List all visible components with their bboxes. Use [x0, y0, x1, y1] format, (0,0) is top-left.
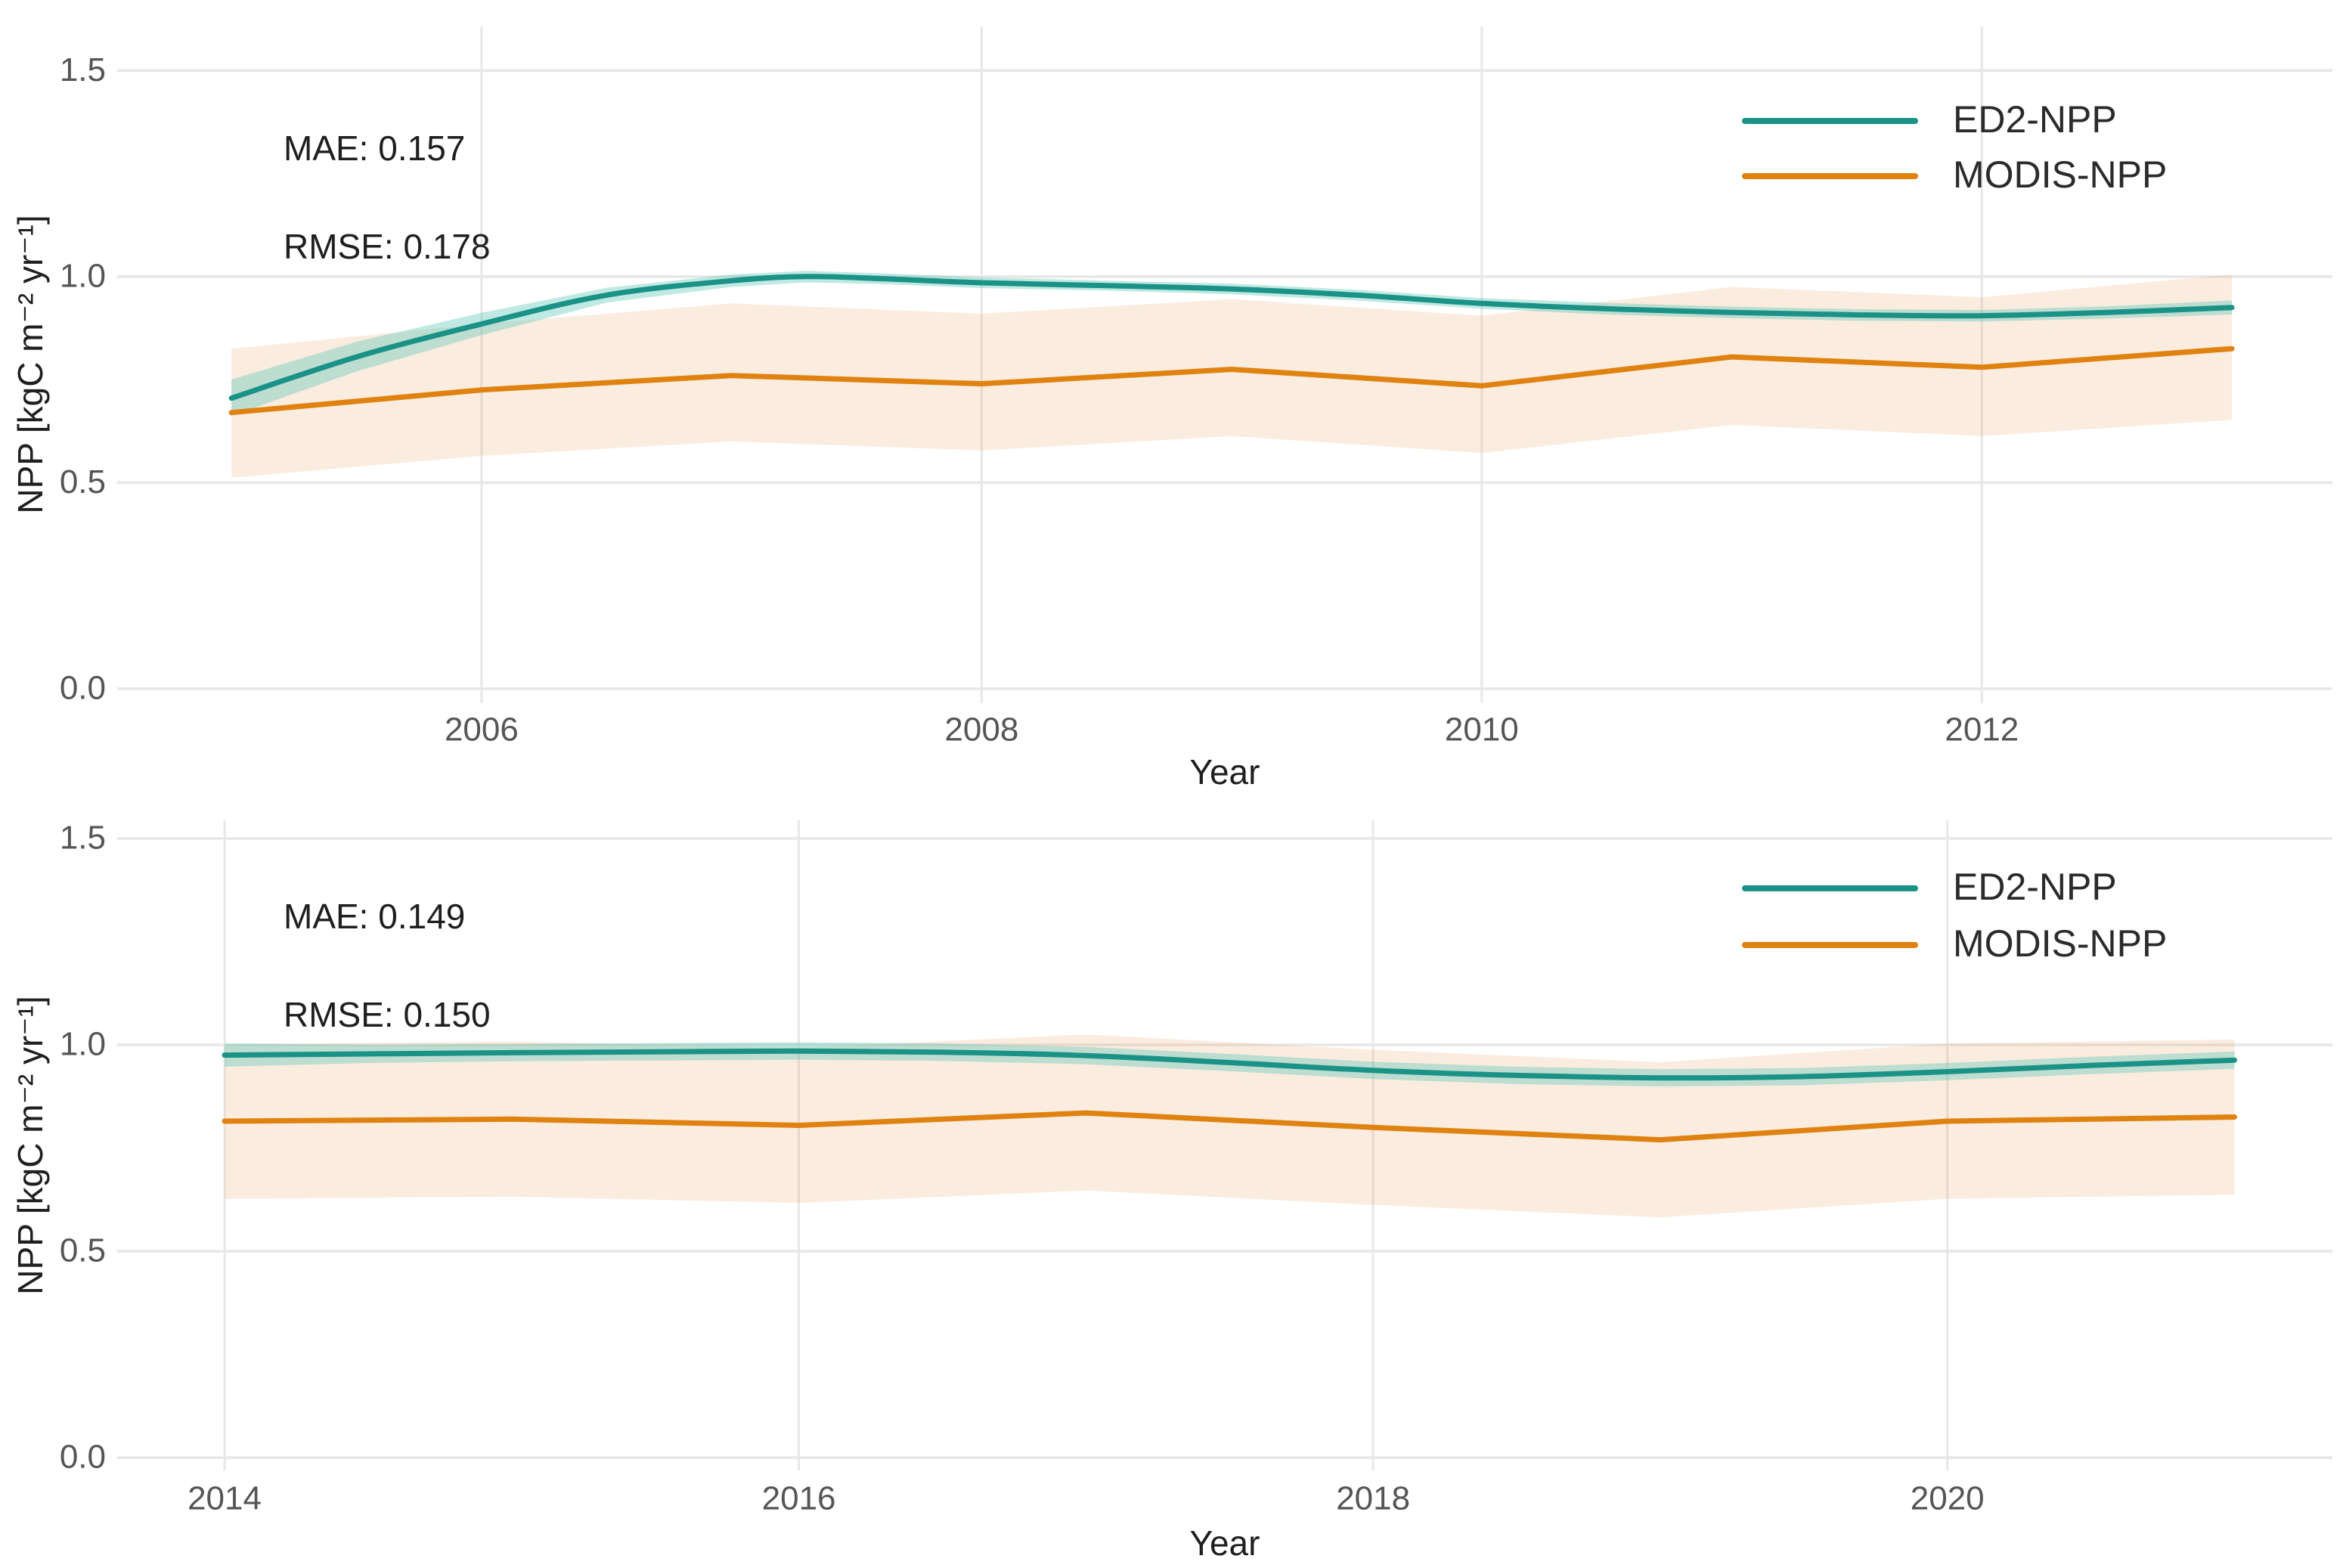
y-tick-label: 1.5: [60, 820, 106, 857]
y-tick-label: 1.5: [60, 51, 106, 88]
x-axis-title: Year: [1190, 1523, 1260, 1563]
modis-line: [222, 1110, 2237, 1143]
modis-confidence-ribbon: [231, 274, 2232, 478]
ed2-line: [222, 1048, 2237, 1081]
x-tick-label: 2020: [1911, 1480, 1985, 1517]
y-tick-label: 1.0: [60, 1026, 106, 1063]
x-tick-label: 2016: [762, 1480, 836, 1517]
legend-label-ed2: ED2-NPP: [1953, 866, 2117, 908]
y-tick-label: 0.0: [60, 670, 106, 707]
y-tick-label: 0.5: [60, 463, 106, 500]
ed2-line: [228, 274, 2235, 401]
legend-label-modis: MODIS-NPP: [1953, 922, 2167, 965]
x-tick-label: 2012: [1945, 711, 2019, 748]
y-tick-label: 1.0: [60, 257, 106, 294]
chart-bottom-panel: 0.0 0.5 1.0 1.5 2014 2016 2018 2020 Year NPP [kgC…: [11, 820, 2332, 1563]
chart-top-panel: 0.0 0.5 1.0 1.5 2006 2008 2010 2012 Year NPP [kgC…: [11, 26, 2332, 790]
x-axis-title: Year: [1190, 752, 1260, 790]
mae-annotation: MAE: 0.149: [284, 897, 465, 936]
legend-label-ed2: ED2-NPP: [1953, 98, 2117, 141]
y-tick-label: 0.0: [60, 1439, 106, 1476]
x-tick-label: 2014: [188, 1480, 262, 1517]
y-axis-title: NPP [kgC m⁻² yr⁻¹]: [11, 215, 50, 513]
rmse-annotation: RMSE: 0.178: [284, 227, 491, 266]
x-tick-label: 2018: [1336, 1480, 1410, 1517]
legend-label-modis: MODIS-NPP: [1953, 153, 2167, 196]
x-tick-label: 2010: [1445, 711, 1519, 748]
ed2-confidence-ribbon: [231, 271, 2232, 417]
modis-line: [228, 346, 2235, 416]
y-tick-label: 0.5: [60, 1232, 106, 1269]
x-tick-label: 2006: [445, 711, 519, 748]
x-tick-label: 2008: [944, 711, 1018, 748]
rmse-annotation: RMSE: 0.150: [284, 995, 491, 1034]
y-axis-title: NPP [kgC m⁻² yr⁻¹]: [11, 996, 50, 1294]
mae-annotation: MAE: 0.157: [284, 129, 465, 168]
